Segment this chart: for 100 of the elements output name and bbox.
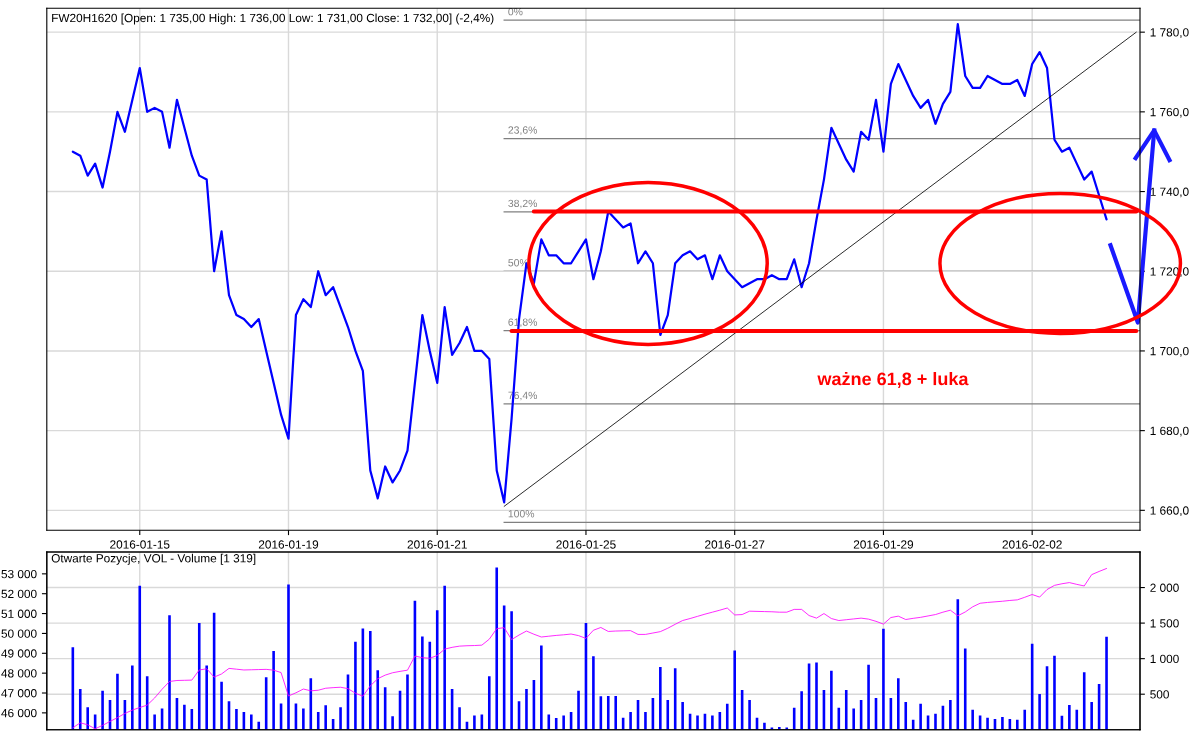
- x-tick-label: 2016-01-21: [407, 540, 467, 549]
- bar: [956, 599, 960, 730]
- y-tick-label: 1 660,0: [1150, 506, 1189, 517]
- bar: [666, 699, 670, 730]
- x-tick-label: 2016-01-25: [556, 540, 616, 549]
- bar: [554, 718, 558, 730]
- bar: [354, 641, 357, 730]
- chart-title: FW20H1620 [Open: 1 735,00 High: 1 736,00 Low: 1 731,00 Close: 1 732,00] (-2,4%): [52, 13, 494, 25]
- bar: [421, 636, 424, 730]
- bar: [673, 668, 677, 730]
- bar: [659, 667, 662, 730]
- annotation: 100%: [508, 510, 535, 518]
- bar: [376, 670, 380, 730]
- line-series: [71, 23, 1108, 504]
- bar: [971, 709, 974, 730]
- x-tick-label: 2016-01-29: [853, 540, 914, 549]
- bar: [830, 670, 833, 730]
- bar: [696, 715, 699, 730]
- bar: [101, 690, 104, 730]
- bar: [1075, 709, 1079, 730]
- bar: [138, 585, 142, 730]
- y-tick-label: 1 760,0: [1150, 107, 1189, 118]
- x-tick-label: 2016-02-02: [1002, 540, 1062, 549]
- bar: [257, 721, 261, 730]
- bar: [897, 678, 900, 730]
- bar: [606, 695, 610, 730]
- bar: [852, 708, 855, 730]
- bar: [369, 630, 372, 730]
- chart-title: Otwarte Pozycje, VOL - Volume [1 319]: [51, 553, 256, 565]
- bar: [339, 707, 342, 730]
- bar: [904, 701, 908, 730]
- annotation: 23,6%: [508, 126, 538, 135]
- bar: [1090, 701, 1093, 730]
- bar: [919, 703, 922, 730]
- y-tick-label: 1 680,0: [1150, 426, 1189, 437]
- bar: [525, 689, 528, 730]
- annotation: 0%: [508, 7, 523, 16]
- bar: [763, 722, 766, 730]
- bar: [205, 665, 208, 730]
- bar: [235, 708, 238, 730]
- bar: [316, 711, 320, 730]
- bar: [562, 715, 565, 730]
- bar: [592, 656, 595, 730]
- bar: [725, 703, 729, 730]
- y-tick-label: 51 000: [1, 609, 37, 618]
- y2-tick-label: 1 000: [1150, 654, 1179, 664]
- y-tick-label: 48 000: [1, 669, 37, 678]
- bar: [443, 585, 446, 730]
- bar: [250, 714, 253, 730]
- bar: [1053, 655, 1056, 730]
- bar: [391, 716, 394, 730]
- bar: [800, 691, 803, 730]
- bar: [183, 704, 186, 730]
- bar: [1068, 705, 1071, 730]
- y-tick-label: 53 000: [1, 569, 37, 579]
- bar: [153, 714, 156, 730]
- y-tick-label: 46 000: [1, 708, 37, 718]
- bar: [577, 690, 580, 730]
- y2-tick-label: 2 000: [1150, 583, 1179, 592]
- bar: [435, 610, 439, 730]
- bar: [711, 715, 714, 730]
- bar: [1015, 719, 1019, 730]
- bar: [844, 690, 848, 730]
- bar: [614, 695, 618, 730]
- x-tick-label: 2016-01-19: [258, 540, 319, 549]
- bar: [287, 584, 290, 730]
- bar: [458, 707, 461, 730]
- x-tick-label: 2016-01-27: [705, 540, 765, 549]
- bar: [78, 689, 82, 730]
- y-tick-label: 49 000: [1, 649, 37, 658]
- y2-tick-label: 1 500: [1150, 619, 1179, 628]
- bar: [86, 707, 89, 730]
- bar: [131, 665, 134, 730]
- bar: [220, 681, 223, 730]
- bar: [116, 673, 119, 730]
- bar: [986, 717, 989, 730]
- bar: [681, 701, 684, 730]
- bar: [882, 628, 885, 730]
- bar: [547, 714, 551, 730]
- bar: [733, 650, 736, 730]
- bar: [487, 676, 491, 730]
- bar: [629, 711, 632, 730]
- x-tick-label: 2016-01-15: [110, 540, 170, 549]
- annotation: 38,2%: [508, 199, 538, 209]
- y-tick-label: 50 000: [1, 629, 37, 638]
- line-series: [72, 568, 1107, 730]
- bar: [406, 674, 409, 730]
- y-tick-label: 52 000: [1, 589, 37, 599]
- bar: [473, 715, 476, 730]
- bar: [1001, 716, 1004, 730]
- bar: [197, 622, 201, 730]
- bar: [1082, 672, 1086, 730]
- bar: [815, 662, 818, 730]
- bar: [934, 713, 937, 730]
- bar: [963, 648, 967, 730]
- bar: [168, 615, 171, 730]
- y2-tick-label: 500: [1150, 690, 1169, 699]
- bar: [644, 711, 647, 730]
- y-tick-label: 47 000: [1, 689, 37, 698]
- bar: [324, 705, 327, 730]
